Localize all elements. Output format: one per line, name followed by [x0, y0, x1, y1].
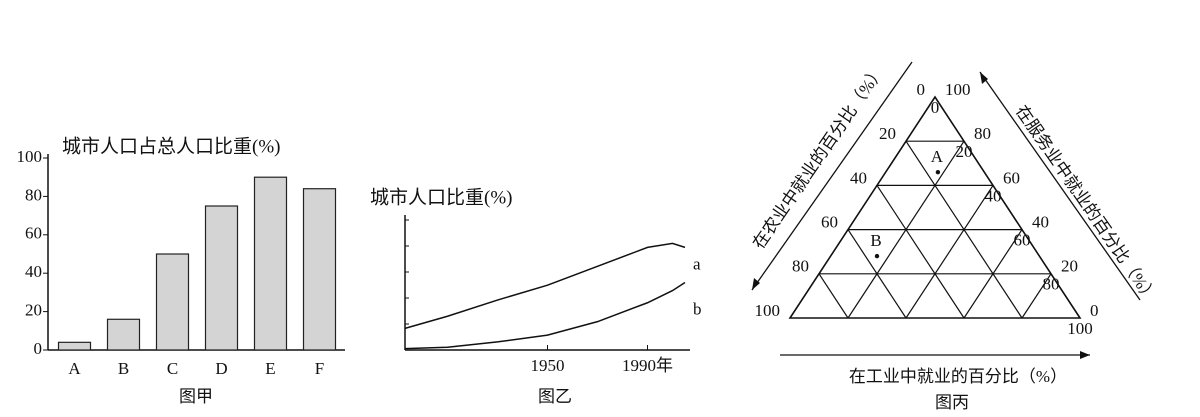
point — [874, 253, 880, 259]
series-label: b — [693, 299, 702, 318]
line — [404, 281, 686, 350]
x-tick-label: B — [118, 359, 129, 378]
right-tick-label: 40 — [1032, 213, 1049, 232]
right-tick-label: 20 — [1061, 257, 1078, 276]
x-tick-label: F — [315, 359, 324, 378]
right-tick-label: 60 — [1003, 168, 1020, 187]
point — [935, 169, 941, 175]
bar — [204, 205, 239, 351]
grid-line — [1021, 273, 1052, 319]
grid-line — [818, 273, 849, 319]
arrow — [751, 61, 913, 291]
bottom-tick-label: 20 — [956, 142, 973, 161]
y-tick-label: 20 — [25, 301, 42, 320]
chart-title: 城市人口比重(%) — [370, 186, 512, 208]
left-tick-label: 40 — [850, 168, 867, 187]
caption: 图甲 — [179, 387, 213, 406]
bar — [253, 176, 288, 351]
point-label: A — [931, 147, 944, 166]
left-axis-title: 在农业中就业的百分比（%） — [749, 62, 888, 253]
point-label: B — [870, 231, 881, 250]
bottom-tick-label: 100 — [1067, 319, 1093, 338]
x-tick-label: 1950 — [531, 356, 565, 375]
x-tick-label: C — [167, 359, 178, 378]
x-tick-label: A — [68, 359, 81, 378]
right-tick-label: 80 — [974, 124, 991, 143]
left-tick-label: 80 — [792, 257, 809, 276]
grid-line — [876, 185, 965, 319]
left-tick-label: 20 — [879, 124, 896, 143]
bottom-tick-label: 80 — [1043, 275, 1060, 294]
bar — [302, 188, 337, 351]
bottom-tick-label: 60 — [1014, 231, 1031, 250]
right-tick-label: 0 — [1090, 301, 1099, 320]
series-label: a — [693, 254, 701, 273]
caption: 图乙 — [538, 387, 572, 406]
x-tick-label: 1990年 — [622, 356, 673, 375]
right-tick-label: 100 — [945, 80, 971, 99]
grid-line — [963, 229, 1023, 319]
caption: 图丙 — [935, 393, 969, 412]
chart-title: 城市人口占总人口比重(%) — [62, 135, 280, 157]
y-tick-label: 80 — [25, 185, 42, 204]
bottom-tick-label: 0 — [931, 98, 940, 117]
left-tick-label: 60 — [821, 213, 838, 232]
grid-line — [847, 229, 907, 319]
arrowhead — [1080, 351, 1090, 359]
line — [404, 242, 686, 330]
bottom-tick-label: 40 — [985, 186, 1002, 205]
x-tick-label: D — [215, 359, 227, 378]
bar — [155, 253, 190, 351]
x-tick-label: E — [265, 359, 275, 378]
y-tick-label: 40 — [25, 262, 42, 281]
grid-line — [905, 185, 994, 319]
bar — [57, 341, 92, 351]
y-tick-label: 0 — [34, 339, 43, 358]
triangle — [788, 95, 1082, 319]
arrowhead — [980, 72, 988, 84]
right-axis-title: 在服务业中就业的百分比（%） — [1012, 102, 1161, 307]
left-tick-label: 0 — [917, 80, 926, 99]
y-tick-label: 60 — [25, 224, 42, 243]
y-tick-label: 100 — [17, 147, 43, 166]
arrowhead — [752, 278, 760, 290]
bottom-axis-title: 在工业中就业的百分比（%） — [849, 367, 1067, 386]
bar — [106, 318, 141, 351]
arrow — [979, 71, 1141, 301]
left-tick-label: 100 — [755, 301, 781, 320]
